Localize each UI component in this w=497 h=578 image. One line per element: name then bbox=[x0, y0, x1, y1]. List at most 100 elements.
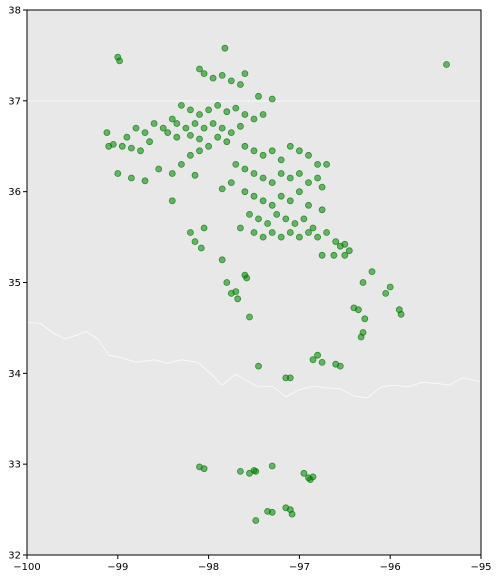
data-point bbox=[443, 61, 450, 68]
data-point bbox=[116, 57, 123, 65]
data-point bbox=[309, 473, 317, 481]
data-point bbox=[286, 374, 294, 382]
data-point bbox=[268, 95, 276, 103]
data-point bbox=[182, 124, 190, 132]
data-point bbox=[246, 210, 253, 218]
boundary-line bbox=[26, 322, 482, 399]
y-tick-label: 36 bbox=[8, 187, 21, 198]
data-point bbox=[214, 102, 222, 109]
y-tick-label: 35 bbox=[8, 278, 21, 289]
data-point bbox=[209, 74, 217, 82]
data-point bbox=[318, 358, 326, 366]
data-point bbox=[103, 129, 111, 137]
data-point bbox=[255, 362, 262, 370]
data-point bbox=[196, 135, 203, 143]
data-point bbox=[241, 70, 249, 77]
data-point bbox=[295, 147, 303, 155]
data-point bbox=[314, 233, 322, 241]
data-point bbox=[150, 120, 158, 127]
data-point bbox=[146, 138, 154, 146]
data-point bbox=[200, 465, 208, 473]
data-point bbox=[357, 333, 365, 341]
data-point bbox=[336, 362, 344, 370]
x-tick-label: −99 bbox=[107, 562, 128, 573]
data-point bbox=[236, 467, 244, 475]
data-point bbox=[250, 115, 258, 123]
data-point bbox=[273, 210, 281, 218]
data-point bbox=[277, 156, 285, 164]
data-point bbox=[368, 268, 376, 276]
data-point bbox=[236, 81, 244, 88]
data-point bbox=[268, 229, 276, 236]
data-point bbox=[243, 274, 251, 282]
data-point bbox=[252, 467, 260, 475]
data-point bbox=[259, 174, 267, 182]
data-point bbox=[341, 251, 349, 259]
data-point bbox=[300, 215, 308, 223]
data-point bbox=[309, 356, 317, 364]
data-point bbox=[252, 517, 260, 524]
data-point bbox=[177, 102, 185, 109]
data-point bbox=[246, 313, 253, 321]
x-tick-label: −98 bbox=[198, 562, 219, 573]
data-point bbox=[159, 124, 167, 132]
data-point bbox=[205, 142, 213, 150]
data-point bbox=[259, 197, 267, 205]
data-point bbox=[255, 215, 262, 223]
data-point bbox=[305, 229, 312, 236]
data-point bbox=[314, 351, 322, 359]
data-point bbox=[214, 133, 222, 141]
data-point bbox=[305, 179, 312, 187]
data-point bbox=[250, 170, 258, 177]
data-point bbox=[314, 174, 322, 182]
data-point bbox=[186, 151, 194, 159]
data-point bbox=[114, 170, 122, 177]
data-point bbox=[200, 224, 208, 232]
data-point bbox=[264, 220, 272, 227]
data-point bbox=[295, 170, 303, 177]
data-point bbox=[314, 160, 322, 168]
data-point bbox=[155, 165, 163, 173]
data-point bbox=[127, 174, 135, 182]
data-point bbox=[173, 133, 181, 141]
data-point bbox=[309, 224, 317, 232]
data-point bbox=[168, 197, 176, 205]
data-point bbox=[196, 65, 203, 73]
data-point bbox=[227, 77, 235, 85]
data-point bbox=[318, 251, 326, 259]
data-point bbox=[186, 131, 194, 139]
data-point bbox=[132, 124, 140, 132]
data-point bbox=[191, 238, 199, 246]
data-point bbox=[232, 104, 240, 112]
data-point bbox=[345, 247, 353, 255]
data-point bbox=[123, 133, 131, 141]
data-point bbox=[221, 44, 229, 52]
data-point bbox=[177, 160, 185, 168]
data-point bbox=[250, 192, 258, 200]
data-point bbox=[164, 129, 172, 137]
data-point bbox=[227, 179, 235, 187]
axes: −100 −99 −98 −97 −96 −95 32 33 34 35 36 37 38 bbox=[8, 6, 491, 574]
data-point bbox=[218, 256, 226, 264]
data-point bbox=[277, 233, 285, 241]
data-point bbox=[127, 144, 135, 152]
data-point bbox=[191, 171, 199, 179]
data-point bbox=[305, 151, 312, 159]
data-point bbox=[382, 289, 390, 297]
data-point bbox=[200, 124, 208, 132]
data-point bbox=[250, 147, 258, 155]
data-point bbox=[168, 115, 176, 123]
data-point bbox=[361, 315, 369, 323]
data-point bbox=[354, 306, 362, 314]
data-point bbox=[118, 142, 126, 150]
data-point bbox=[109, 140, 117, 148]
data-point bbox=[234, 295, 242, 303]
data-point bbox=[223, 279, 231, 286]
data-point bbox=[250, 229, 258, 236]
data-point bbox=[359, 279, 367, 286]
data-point bbox=[282, 215, 290, 223]
data-point bbox=[241, 111, 249, 118]
data-point bbox=[191, 120, 199, 127]
data-point bbox=[197, 244, 205, 252]
